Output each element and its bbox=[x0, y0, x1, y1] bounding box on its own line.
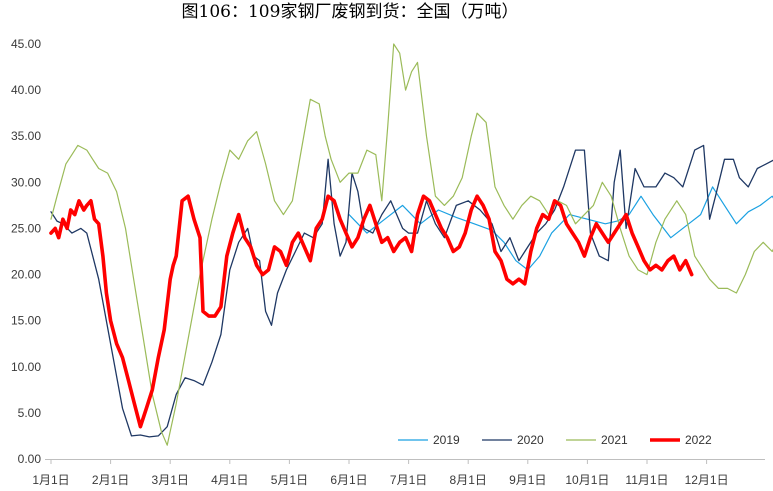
y-tick-label: 5.00 bbox=[18, 406, 42, 420]
legend-label-2022: 2022 bbox=[685, 433, 712, 447]
legend: 2019 2020 2021 2022 bbox=[398, 433, 712, 447]
x-tick-label: 5月1日 bbox=[271, 473, 308, 487]
series-line-2019 bbox=[348, 186, 773, 271]
y-tick-label: 35.00 bbox=[11, 129, 41, 143]
y-tick-label: 30.00 bbox=[11, 175, 41, 189]
y-tick-label: 45.00 bbox=[11, 37, 41, 51]
x-tick-label: 12月1日 bbox=[685, 473, 729, 487]
x-tick-label: 10月1日 bbox=[565, 473, 609, 487]
chart-title: 图106：109家钢厂废钢到货：全国（万吨） bbox=[182, 2, 519, 22]
legend-label-2021: 2021 bbox=[601, 433, 628, 447]
x-tick-label: 2月1日 bbox=[92, 473, 129, 487]
y-tick-label: 10.00 bbox=[11, 360, 41, 374]
legend-label-2020: 2020 bbox=[517, 433, 544, 447]
y-tick-label: 0.00 bbox=[18, 452, 42, 466]
series-line-2021 bbox=[50, 43, 773, 446]
y-tick-label: 15.00 bbox=[11, 314, 41, 328]
x-axis-ticks: 1月1日 2月1日 3月1日 4月1日 5月1日 6月1日 7月1日 8月1日 9月1日 10月1… bbox=[32, 459, 729, 487]
x-tick-label: 7月1日 bbox=[390, 473, 427, 487]
x-tick-label: 1月1日 bbox=[32, 473, 69, 487]
x-tick-label: 8月1日 bbox=[450, 473, 487, 487]
x-tick-label: 3月1日 bbox=[152, 473, 189, 487]
y-axis-ticks: 0.00 5.00 10.00 15.00 20.00 25.00 30.00 35.00 40… bbox=[11, 37, 41, 466]
series-group bbox=[49, 43, 773, 446]
legend-label-2019: 2019 bbox=[433, 433, 460, 447]
y-tick-label: 40.00 bbox=[11, 83, 41, 97]
x-tick-label: 4月1日 bbox=[211, 473, 248, 487]
y-tick-label: 20.00 bbox=[11, 268, 41, 282]
x-tick-label: 11月1日 bbox=[625, 473, 668, 487]
y-tick-label: 25.00 bbox=[11, 221, 41, 235]
x-tick-label: 6月1日 bbox=[330, 473, 367, 487]
series-line-2020 bbox=[50, 144, 773, 438]
x-tick-label: 9月1日 bbox=[509, 473, 546, 487]
series-line-2022 bbox=[49, 194, 694, 429]
